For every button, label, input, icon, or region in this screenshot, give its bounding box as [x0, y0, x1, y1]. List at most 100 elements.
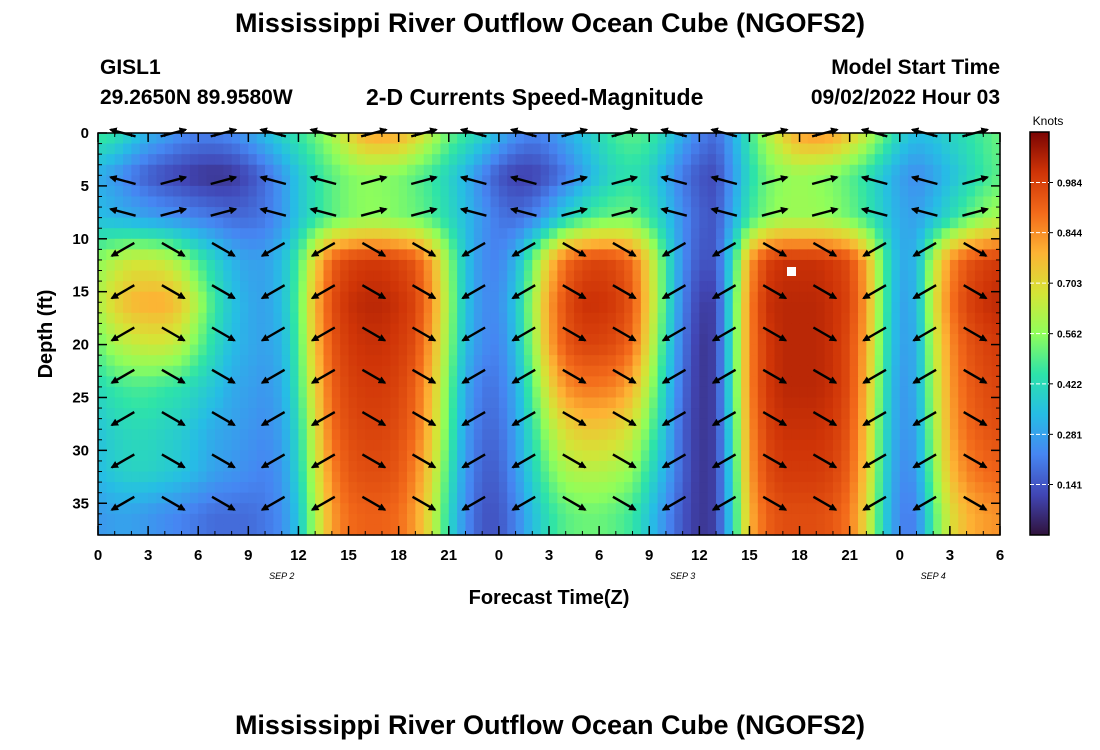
direction-arrow-109 — [612, 495, 637, 511]
direction-arrow-162 — [910, 206, 938, 217]
direction-arrow-87 — [511, 411, 536, 427]
direction-arrow-33 — [260, 241, 286, 257]
direction-arrow-27 — [211, 411, 236, 427]
y-tick-label-2: 10 — [72, 231, 89, 248]
direction-arrow-132 — [761, 206, 789, 217]
direction-arrow-147 — [812, 411, 838, 427]
y-tick-label-4: 20 — [72, 337, 89, 354]
direction-arrow-53 — [361, 241, 387, 257]
direction-arrow-68 — [411, 453, 437, 469]
direction-arrow-104 — [612, 284, 637, 300]
direction-arrow-172 — [962, 206, 989, 217]
direction-arrow-9 — [110, 495, 135, 511]
direction-arrow-52 — [360, 206, 388, 217]
x-date-label-1: SEP 3 — [670, 571, 695, 581]
direction-arrow-114 — [661, 284, 687, 300]
direction-arrow-166 — [912, 368, 937, 384]
direction-arrow-4 — [110, 284, 135, 300]
direction-arrow-173 — [963, 241, 988, 257]
direction-arrow-142 — [811, 206, 839, 217]
model-start-value: 09/02/2022 Hour 03 — [810, 86, 1000, 109]
direction-arrow-14 — [161, 284, 186, 300]
direction-arrow-135 — [762, 326, 788, 342]
direction-arrow-115 — [661, 326, 687, 342]
chart-title: Mississippi River Outflow Ocean Cube (NG… — [234, 8, 866, 38]
direction-arrow-129 — [711, 495, 737, 511]
colorbar-tick-6: 0.141 — [1057, 480, 1082, 491]
x-tick-label-14: 18 — [791, 547, 808, 564]
direction-arrow-74 — [461, 284, 486, 300]
direction-arrow-168 — [912, 453, 937, 469]
direction-arrow-124 — [711, 284, 737, 300]
direction-arrow-31 — [259, 175, 287, 186]
direction-arrow-113 — [661, 241, 687, 257]
direction-arrow-32 — [259, 206, 287, 217]
direction-arrow-96 — [562, 368, 587, 384]
x-tick-label-9: 3 — [545, 547, 553, 564]
direction-arrow-22 — [210, 206, 238, 217]
direction-arrow-107 — [612, 411, 637, 427]
direction-arrow-171 — [962, 175, 989, 186]
x-tick-label-15: 21 — [841, 547, 858, 564]
direction-arrow-76 — [461, 368, 486, 384]
direction-arrow-13 — [161, 241, 186, 257]
y-tick-label-6: 30 — [72, 442, 89, 459]
direction-arrow-165 — [912, 326, 937, 342]
station-marker — [787, 267, 796, 276]
direction-arrow-69 — [411, 495, 437, 511]
y-tick-label-7: 35 — [72, 495, 89, 512]
direction-arrow-84 — [511, 284, 536, 300]
direction-arrow-46 — [310, 368, 336, 384]
direction-arrow-21 — [210, 175, 238, 186]
colorbar-tick-5: 0.281 — [1057, 430, 1082, 441]
direction-arrow-161 — [910, 175, 938, 186]
direction-arrow-17 — [161, 411, 186, 427]
direction-arrow-11 — [160, 175, 188, 186]
y-tick-label-1: 5 — [81, 178, 89, 195]
direction-arrow-62 — [410, 206, 438, 217]
direction-arrow-155 — [862, 326, 887, 342]
direction-arrow-148 — [812, 453, 838, 469]
direction-arrow-24 — [211, 284, 236, 300]
direction-arrow-152 — [860, 206, 888, 217]
direction-arrow-119 — [661, 495, 687, 511]
direction-arrow-66 — [411, 368, 437, 384]
y-tick-label-0: 0 — [81, 125, 89, 142]
direction-arrow-134 — [762, 284, 788, 300]
direction-arrow-67 — [411, 411, 437, 427]
direction-arrow-6 — [110, 368, 135, 384]
x-axis: 0 3 6 9 12 15 18 21 0 3 6 9 12 15 18 21 0 3 6 SEP 2 SEP 3 SEP… — [94, 133, 1004, 581]
direction-arrow-7 — [110, 411, 135, 427]
direction-arrow-145 — [812, 326, 838, 342]
direction-arrow-83 — [511, 241, 536, 257]
x-tick-label-12: 12 — [691, 547, 708, 564]
direction-arrow-106 — [612, 368, 637, 384]
direction-arrow-23 — [211, 241, 236, 257]
direction-arrow-128 — [711, 453, 737, 469]
x-tick-label-6: 18 — [390, 547, 407, 564]
direction-arrow-29 — [211, 495, 236, 511]
direction-arrow-95 — [562, 326, 587, 342]
direction-arrow-118 — [661, 453, 687, 469]
direction-arrow-3 — [110, 241, 135, 257]
direction-arrow-73 — [461, 241, 486, 257]
direction-arrow-177 — [963, 411, 988, 427]
direction-arrow-71 — [459, 175, 487, 186]
colorbar-tick-3: 0.562 — [1057, 330, 1082, 341]
colorbar-tick-0: 0.984 — [1057, 179, 1082, 190]
direction-arrow-44 — [310, 284, 336, 300]
direction-arrow-57 — [361, 411, 387, 427]
direction-arrow-178 — [963, 453, 988, 469]
direction-arrow-8 — [110, 453, 135, 469]
direction-arrow-137 — [762, 411, 788, 427]
direction-arrow-91 — [561, 175, 589, 186]
direction-arrow-136 — [762, 368, 788, 384]
direction-arrow-154 — [862, 284, 887, 300]
direction-arrow-141 — [811, 175, 839, 186]
x-date-label-2: SEP 4 — [921, 571, 946, 581]
direction-arrow-108 — [612, 453, 637, 469]
x-tick-label-4: 12 — [290, 547, 307, 564]
station-id: GISL1 — [100, 56, 161, 79]
station-location: 29.2650N 89.9580W — [100, 86, 293, 109]
x-tick-label-16: 0 — [896, 547, 904, 564]
